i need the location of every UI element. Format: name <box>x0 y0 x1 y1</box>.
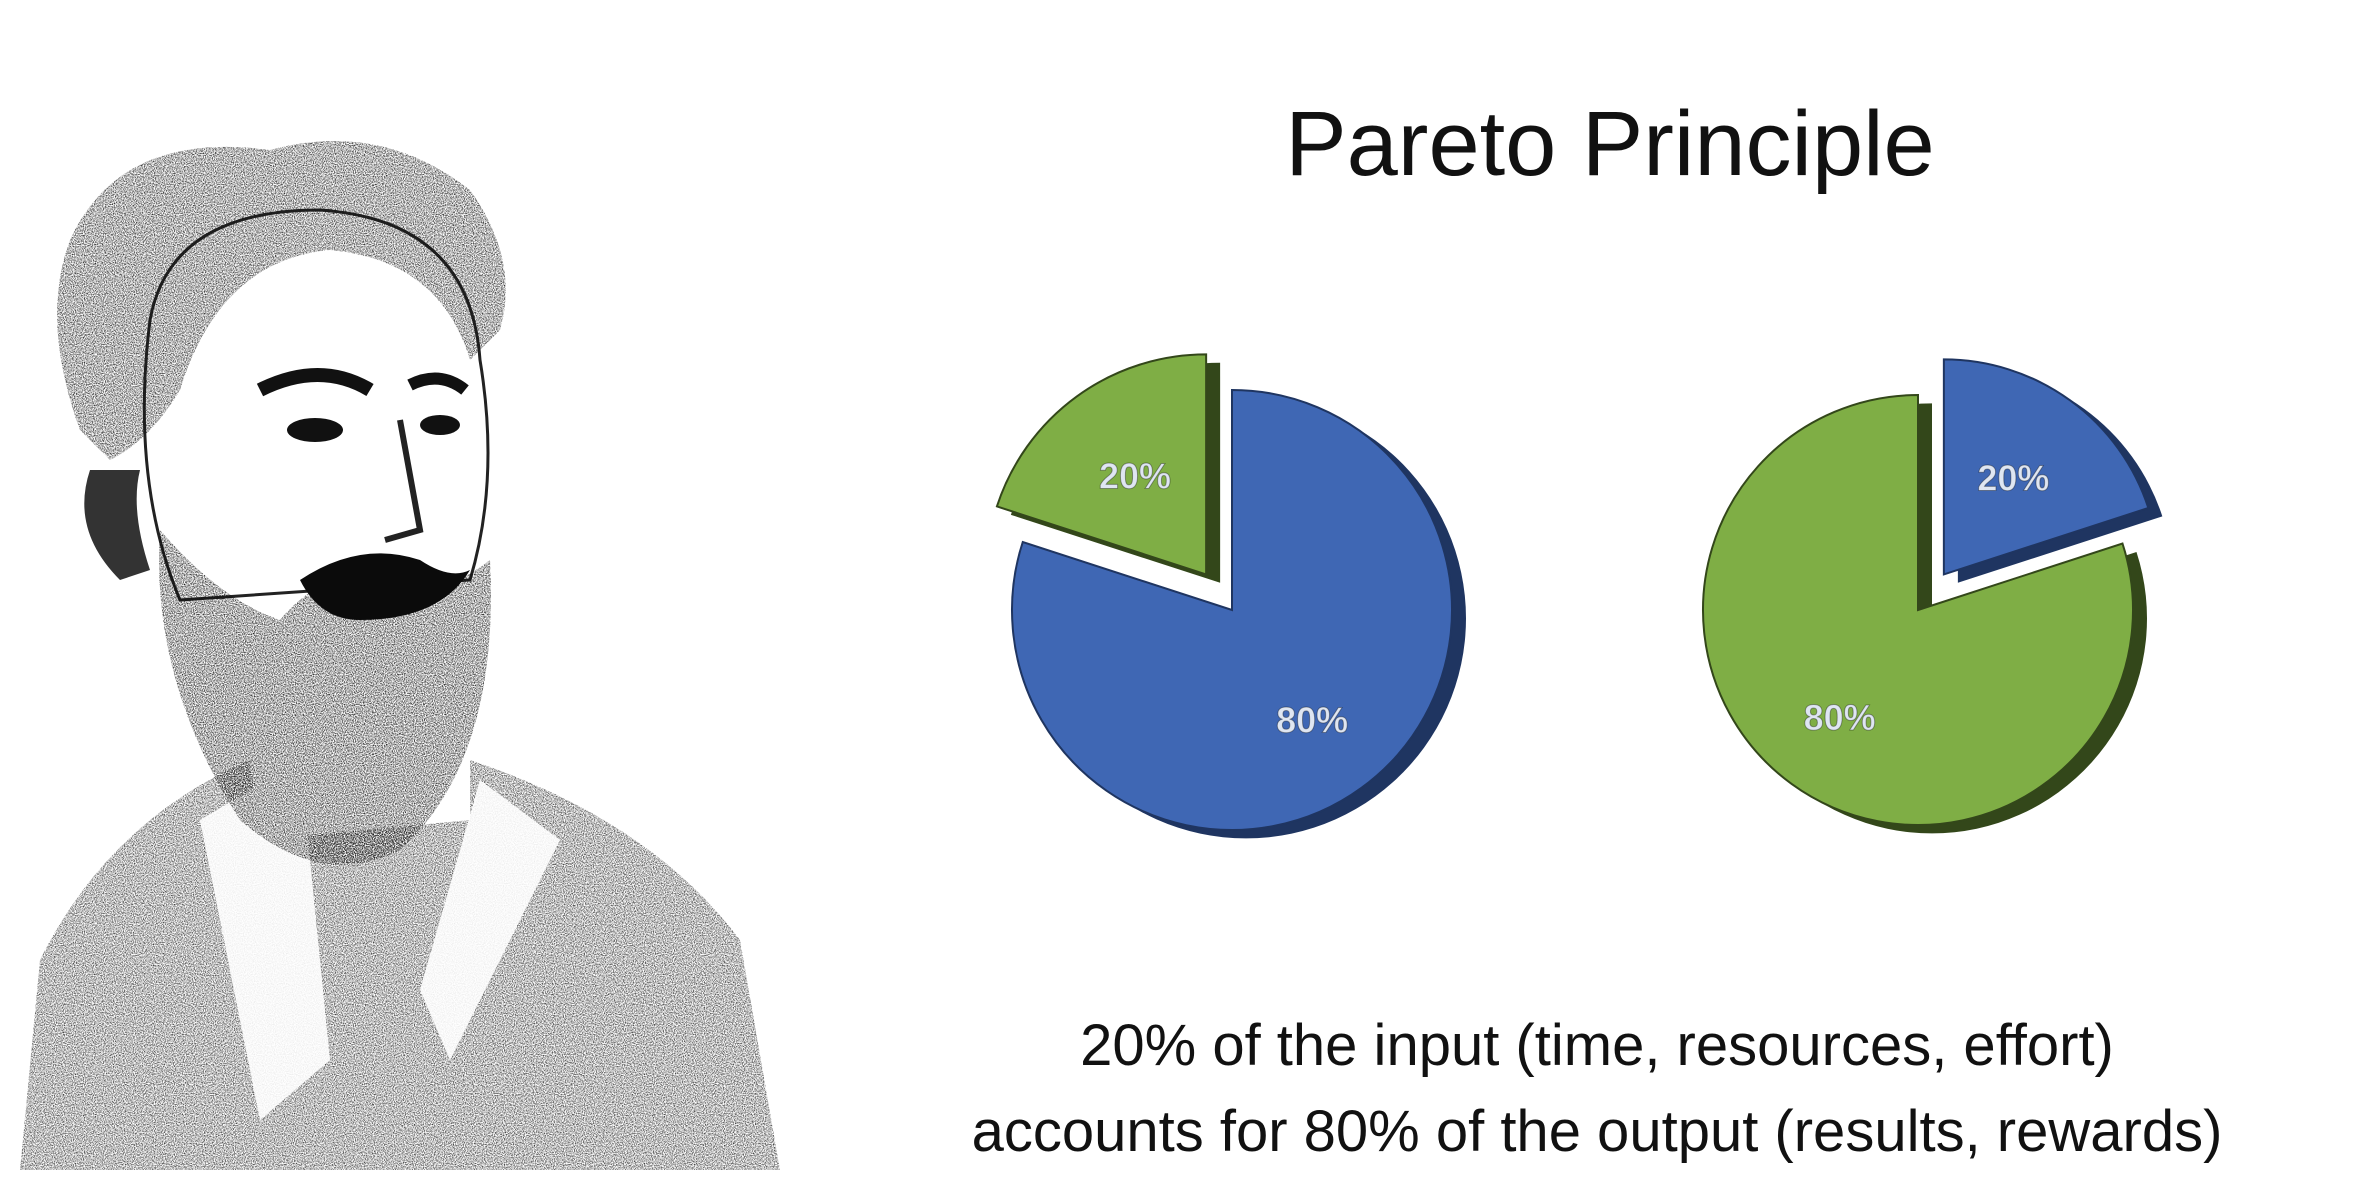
moustache-shape <box>300 553 470 620</box>
pie-slice-label: 20% <box>1099 456 1171 497</box>
pie-slice-face <box>1011 388 1453 831</box>
caption-line-1: 20% of the input (time, resources, effor… <box>1080 1013 2114 1078</box>
ear-shape <box>84 470 150 580</box>
pie-charts: 20% 80% 20% 80% <box>995 353 2163 839</box>
pie-slice-1: 20% <box>1942 358 2163 583</box>
pie-slice-2: 80% <box>1011 388 1466 839</box>
brow-shape <box>256 368 374 397</box>
hair-shape <box>57 141 506 460</box>
caption-line-2: accounts for 80% of the output (results,… <box>971 1099 2223 1164</box>
pie-slice-face <box>1942 358 2150 576</box>
pie-chart-1: 20% 80% <box>995 353 1466 839</box>
pie-slice-face <box>1702 393 2134 826</box>
pie-chart-2: 20% 80% <box>1702 358 2163 834</box>
portrait-illustration <box>20 141 780 1170</box>
brow-shape-right <box>407 372 469 395</box>
pie-slice-2: 80% <box>1702 393 2147 834</box>
nose-shape <box>384 419 424 543</box>
collar-shape-right <box>420 780 560 1060</box>
pie-slice-label: 80% <box>1276 699 1348 740</box>
pie-slice-1: 20% <box>995 353 1221 583</box>
eye-shape <box>287 418 343 442</box>
eye-shape-right <box>420 415 460 435</box>
pie-slice-face <box>995 353 1208 576</box>
page-title: Pareto Principle <box>1285 93 1935 195</box>
pie-slice-label: 20% <box>1977 458 2049 499</box>
pie-slice-label: 80% <box>1804 697 1876 738</box>
